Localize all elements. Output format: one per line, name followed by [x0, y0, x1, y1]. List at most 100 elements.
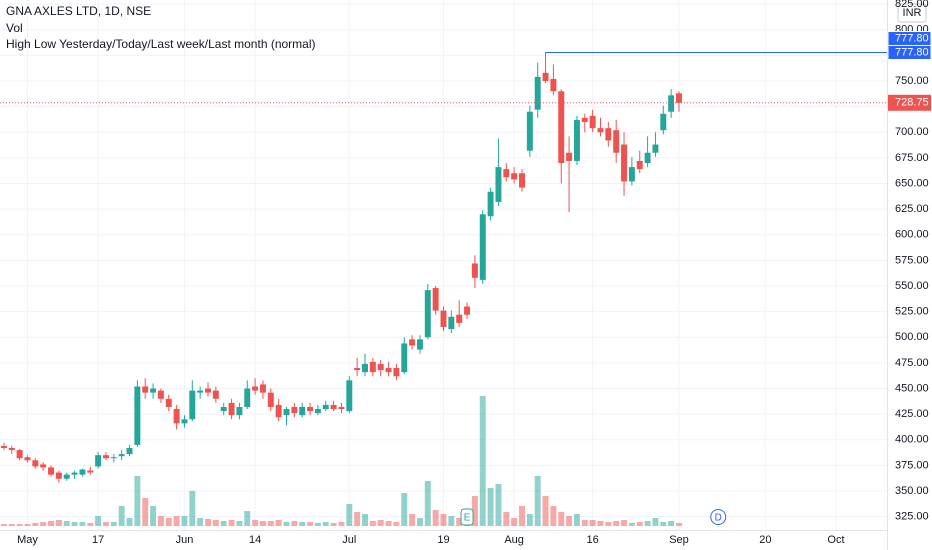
volume-bar — [322, 522, 329, 526]
volume-bar — [566, 516, 573, 526]
y-tick-label: 400.00 — [895, 434, 929, 446]
volume-bar — [401, 493, 408, 526]
candle-body — [369, 361, 376, 373]
volume-bar — [283, 522, 290, 526]
candle-body — [464, 306, 471, 315]
volume-bar — [0, 524, 7, 526]
candle-body — [519, 173, 525, 188]
volume-bar — [456, 518, 463, 526]
candle-body — [605, 128, 612, 141]
candle-body — [644, 152, 651, 163]
volume-bar — [299, 522, 306, 526]
candle-body — [102, 455, 109, 459]
candle-body — [212, 390, 219, 399]
candle-body — [228, 402, 235, 416]
y-tick-label: 825.00 — [895, 0, 929, 10]
volume-bar — [236, 521, 243, 526]
candle-body — [613, 130, 620, 153]
candle-body — [205, 388, 211, 393]
volume-bar — [471, 496, 478, 526]
volume-bar — [134, 476, 141, 526]
volume-bar — [275, 520, 282, 526]
candle-body — [362, 363, 368, 373]
candle-body — [385, 368, 392, 373]
x-tick-label: Oct — [827, 534, 844, 546]
x-tick-label: Jun — [176, 534, 194, 546]
volume-bar — [519, 506, 525, 526]
candle-body — [110, 457, 117, 459]
candle-body — [150, 388, 157, 393]
currency[interactable]: INR — [903, 7, 922, 19]
volume-bar — [346, 504, 353, 526]
candle-body — [660, 113, 667, 131]
candle-body — [448, 316, 455, 330]
event-label[interactable]: E — [464, 513, 471, 524]
candle-body — [267, 392, 274, 407]
volume-bar — [676, 523, 682, 526]
volume-bar — [393, 522, 400, 526]
volume-bar — [16, 524, 23, 526]
candle-body — [87, 470, 94, 473]
candle-body — [503, 169, 510, 178]
event-marker[interactable] — [710, 509, 727, 525]
volume-bar — [79, 522, 86, 526]
volume-bar — [150, 506, 157, 526]
candle-body — [16, 450, 23, 459]
candle-body — [95, 455, 102, 467]
volume-bar — [24, 524, 31, 526]
volume-bar — [244, 511, 251, 526]
volume-label: Vol — [6, 21, 23, 35]
event-marker[interactable] — [460, 508, 474, 526]
volume-bar — [32, 523, 39, 526]
currency-box[interactable] — [897, 3, 927, 23]
volume-bar — [409, 514, 416, 526]
volume-bar — [55, 520, 62, 526]
volume-bar — [558, 512, 565, 526]
volume-bar — [597, 521, 604, 526]
candle-body — [628, 167, 635, 182]
candle-body — [165, 398, 172, 407]
candle-body — [8, 447, 15, 451]
candle-body — [573, 119, 580, 161]
candle-body — [495, 167, 502, 202]
volume-bar — [8, 524, 15, 526]
volume-bar — [212, 520, 219, 526]
candle-body — [621, 144, 628, 182]
volume-bar — [432, 510, 439, 526]
candle-body — [479, 214, 486, 280]
candle-body — [354, 368, 361, 371]
candle-body — [526, 111, 533, 151]
volume-bar — [362, 514, 368, 526]
candle-body — [48, 467, 55, 475]
chart-title: GNA AXLES LTD, 1D, NSE — [6, 4, 151, 18]
candle-body — [71, 472, 78, 475]
candle-body — [416, 339, 423, 350]
candle-body — [244, 388, 251, 407]
candle-body — [542, 72, 549, 81]
volume-bar — [573, 514, 580, 526]
candle-body — [118, 454, 125, 457]
volume-bar — [259, 521, 266, 526]
volume-bar — [487, 488, 494, 526]
x-tick-label: 20 — [759, 534, 771, 546]
candle-body — [63, 474, 70, 479]
high-level-box — [887, 44, 932, 60]
x-tick-label: 19 — [437, 534, 449, 546]
y-tick-label: 425.00 — [895, 408, 929, 420]
volume-bar — [205, 519, 211, 526]
volume-bar — [589, 520, 596, 526]
candle-body — [275, 404, 282, 418]
event-label[interactable]: D — [715, 513, 722, 524]
candle-body — [597, 128, 604, 133]
volume-bar — [424, 481, 431, 526]
volume-bar — [542, 496, 549, 526]
volume-bar — [652, 518, 659, 526]
candle-body — [534, 76, 541, 110]
volume-bar — [157, 516, 164, 526]
candle-body — [487, 191, 494, 217]
y-tick-label: 350.00 — [895, 485, 929, 497]
volume-bar — [636, 522, 643, 526]
candle-body — [173, 409, 180, 424]
